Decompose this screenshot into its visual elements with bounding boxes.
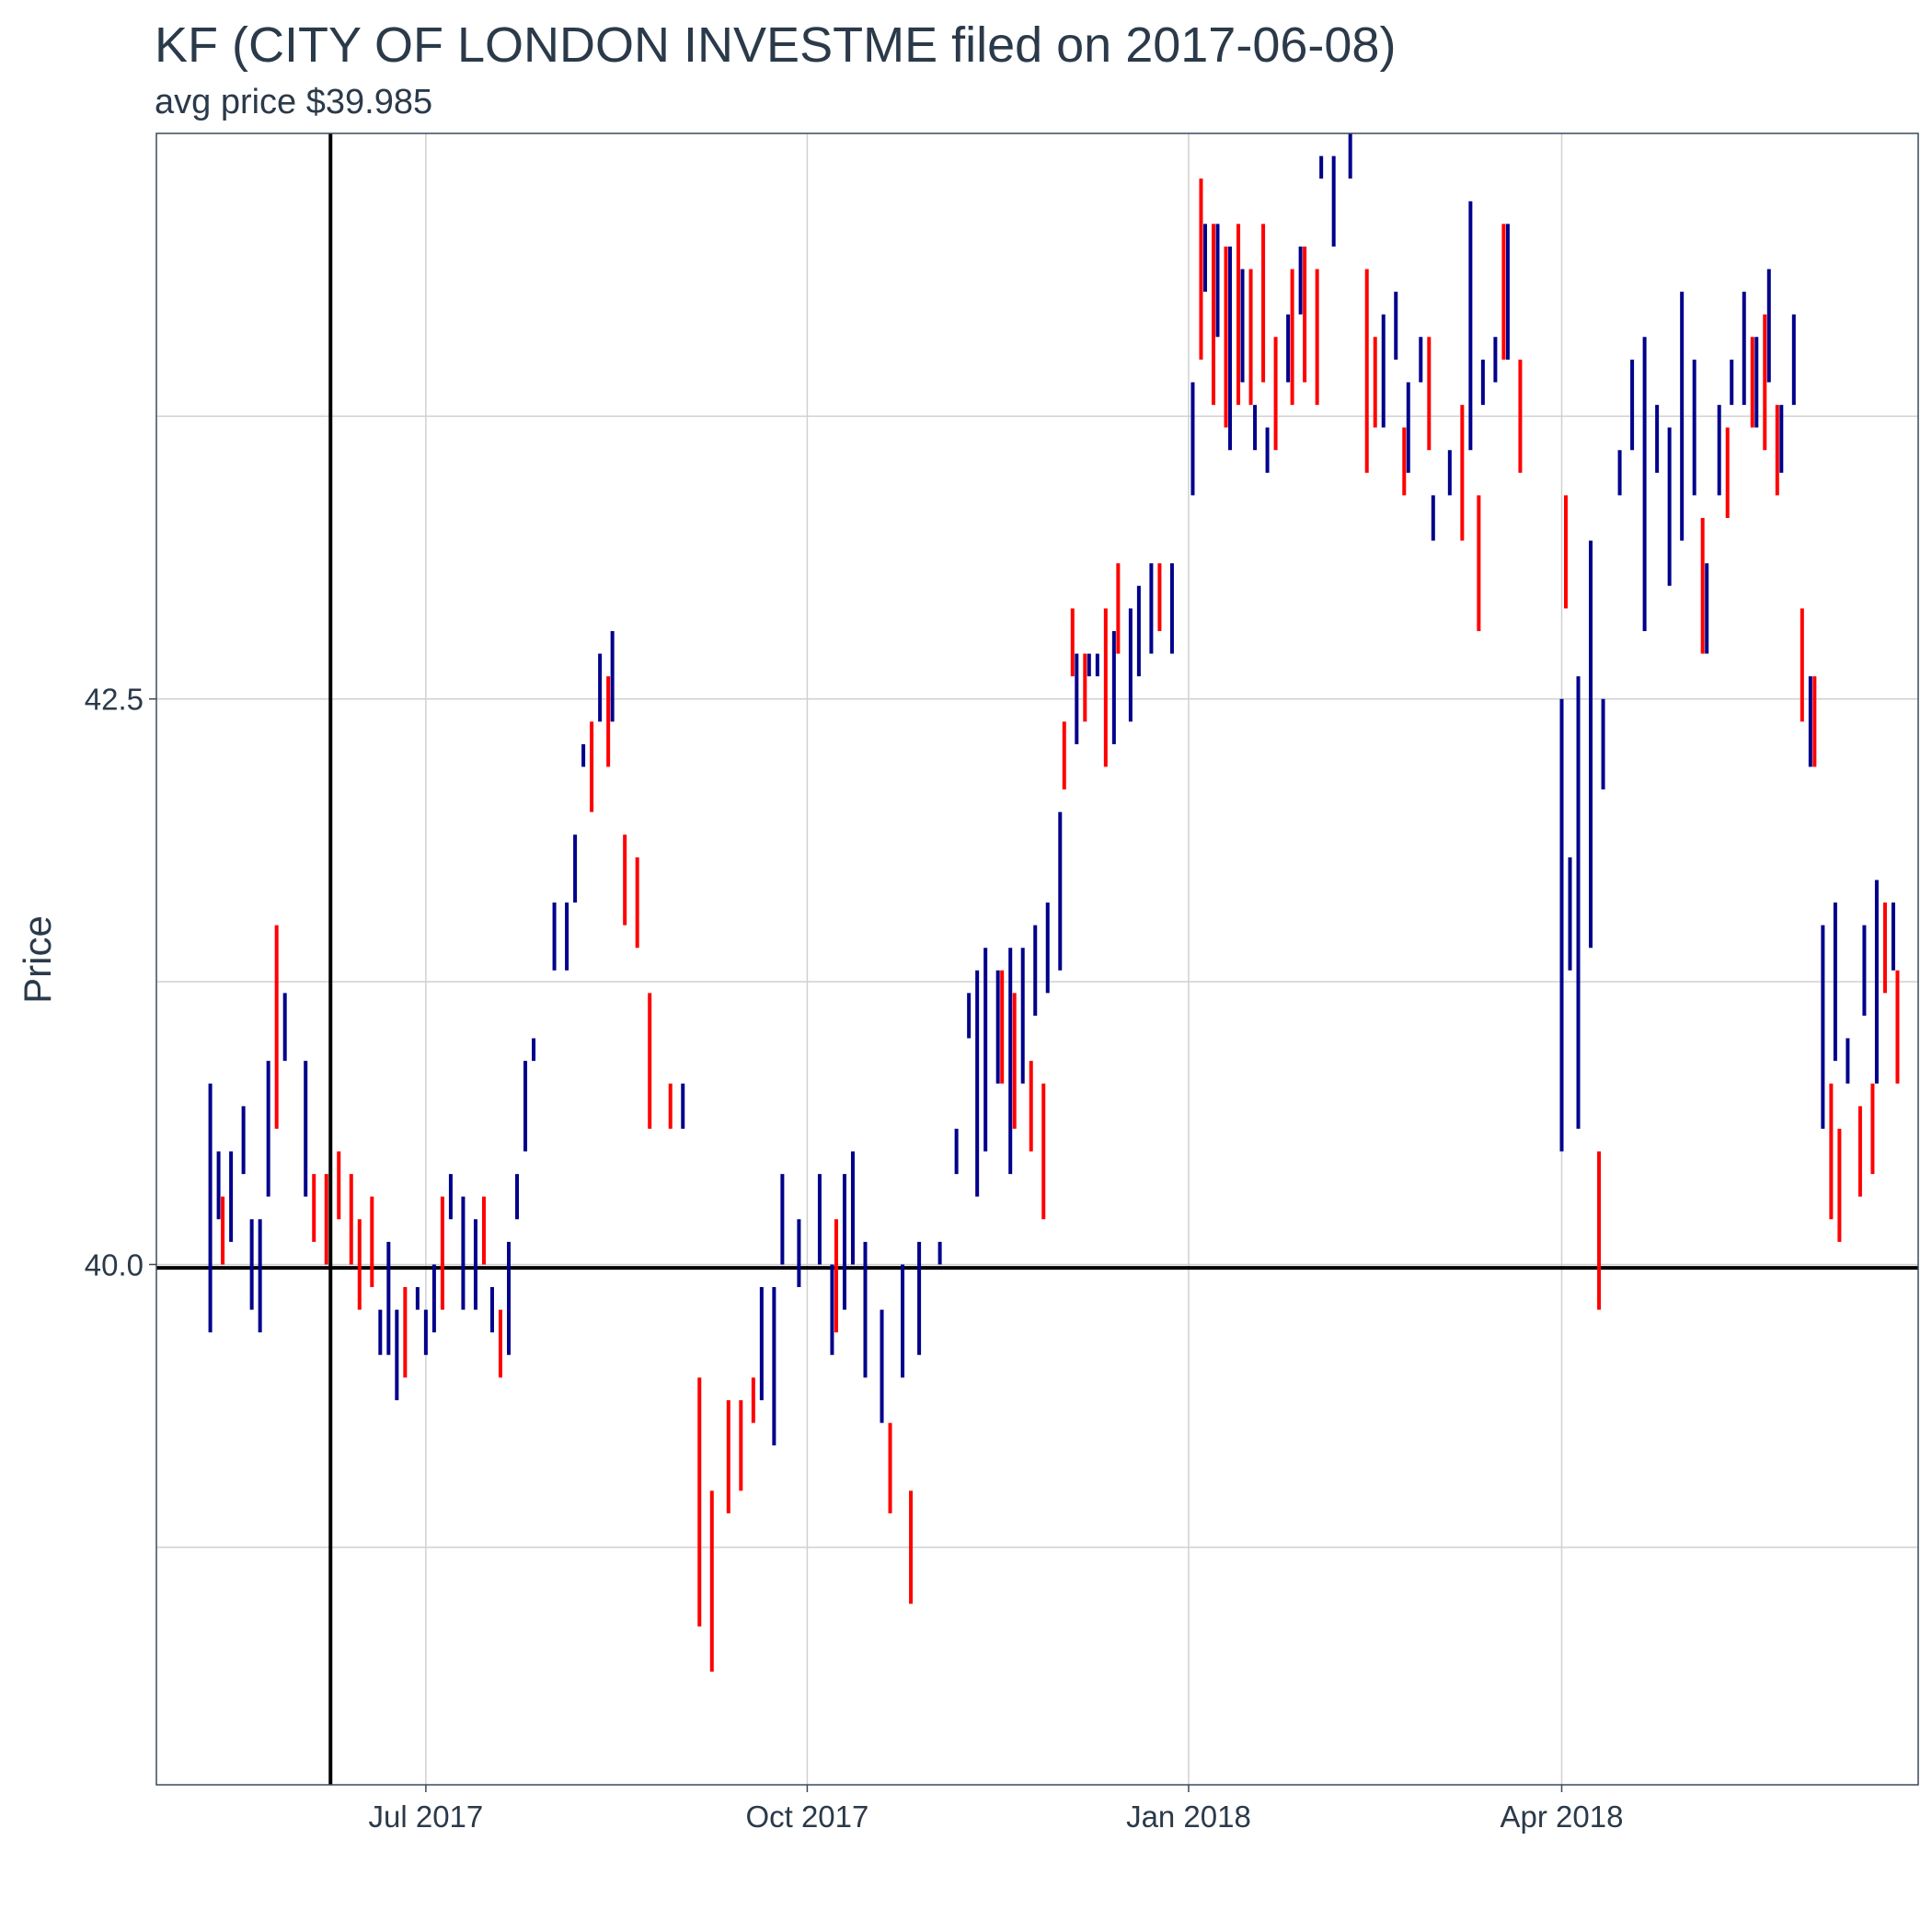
grid-lines bbox=[156, 133, 1918, 1785]
x-tick-label-2: Jan 2018 bbox=[1126, 1800, 1251, 1834]
chart-title: KF (CITY OF LONDON INVESTME filed on 201… bbox=[155, 17, 1397, 73]
x-axis: Jul 2017 Oct 2017 Jan 2018 Apr 2018 bbox=[368, 1785, 1623, 1834]
x-tick-label-0: Jul 2017 bbox=[368, 1800, 483, 1834]
price-bars bbox=[208, 133, 1900, 1673]
y-tick-label-0: 40.0 bbox=[85, 1248, 144, 1282]
chart-subtitle: avg price $39.985 bbox=[155, 83, 433, 121]
plot-border bbox=[155, 132, 1919, 1786]
x-tick-label-3: Apr 2018 bbox=[1501, 1800, 1624, 1834]
y-axis: 40.0 42.5 bbox=[85, 683, 156, 1282]
y-axis-title: Price bbox=[16, 915, 59, 1004]
x-tick-label-1: Oct 2017 bbox=[745, 1800, 868, 1834]
y-tick-label-1: 42.5 bbox=[85, 683, 144, 717]
reference-lines bbox=[156, 133, 1918, 1785]
